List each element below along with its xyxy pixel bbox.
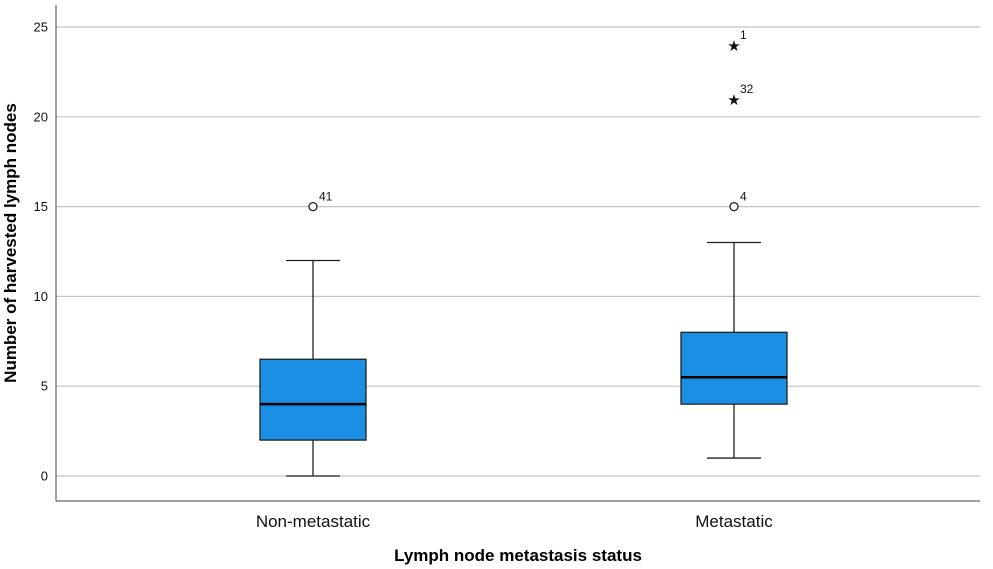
box-group: 41 [259, 190, 367, 477]
y-tick-label: 10 [34, 289, 48, 304]
x-category-labels: Non-metastatic Metastatic [256, 512, 773, 531]
y-tick-label: 0 [41, 469, 48, 484]
x-category-label: Non-metastatic [256, 512, 371, 531]
boxes: 41★1★324 [259, 28, 788, 477]
x-axis-title: Lymph node metastasis status [394, 546, 642, 565]
extreme-outlier-star: ★ [727, 91, 740, 109]
y-tick-label: 15 [34, 199, 48, 214]
outlier-circle [729, 201, 739, 212]
outlier-circle [308, 201, 318, 212]
y-tick-label: 25 [34, 20, 48, 35]
iqr-box [680, 331, 788, 405]
box-group: ★1★324 [680, 28, 788, 459]
outlier-label: 1 [740, 28, 747, 42]
y-tick-labels: 0 5 10 15 20 25 [34, 20, 48, 484]
outlier-label: 41 [319, 190, 333, 204]
y-tick-label: 20 [34, 109, 48, 124]
outlier-label: 32 [740, 82, 754, 96]
gridlines [56, 26, 980, 477]
x-category-label: Metastatic [695, 512, 773, 531]
extreme-outlier-star: ★ [727, 37, 740, 55]
y-tick-label: 5 [41, 379, 48, 394]
y-axis-title: Number of harvested lymph nodes [1, 103, 20, 383]
iqr-box [259, 358, 367, 441]
outlier-label: 4 [740, 190, 747, 204]
